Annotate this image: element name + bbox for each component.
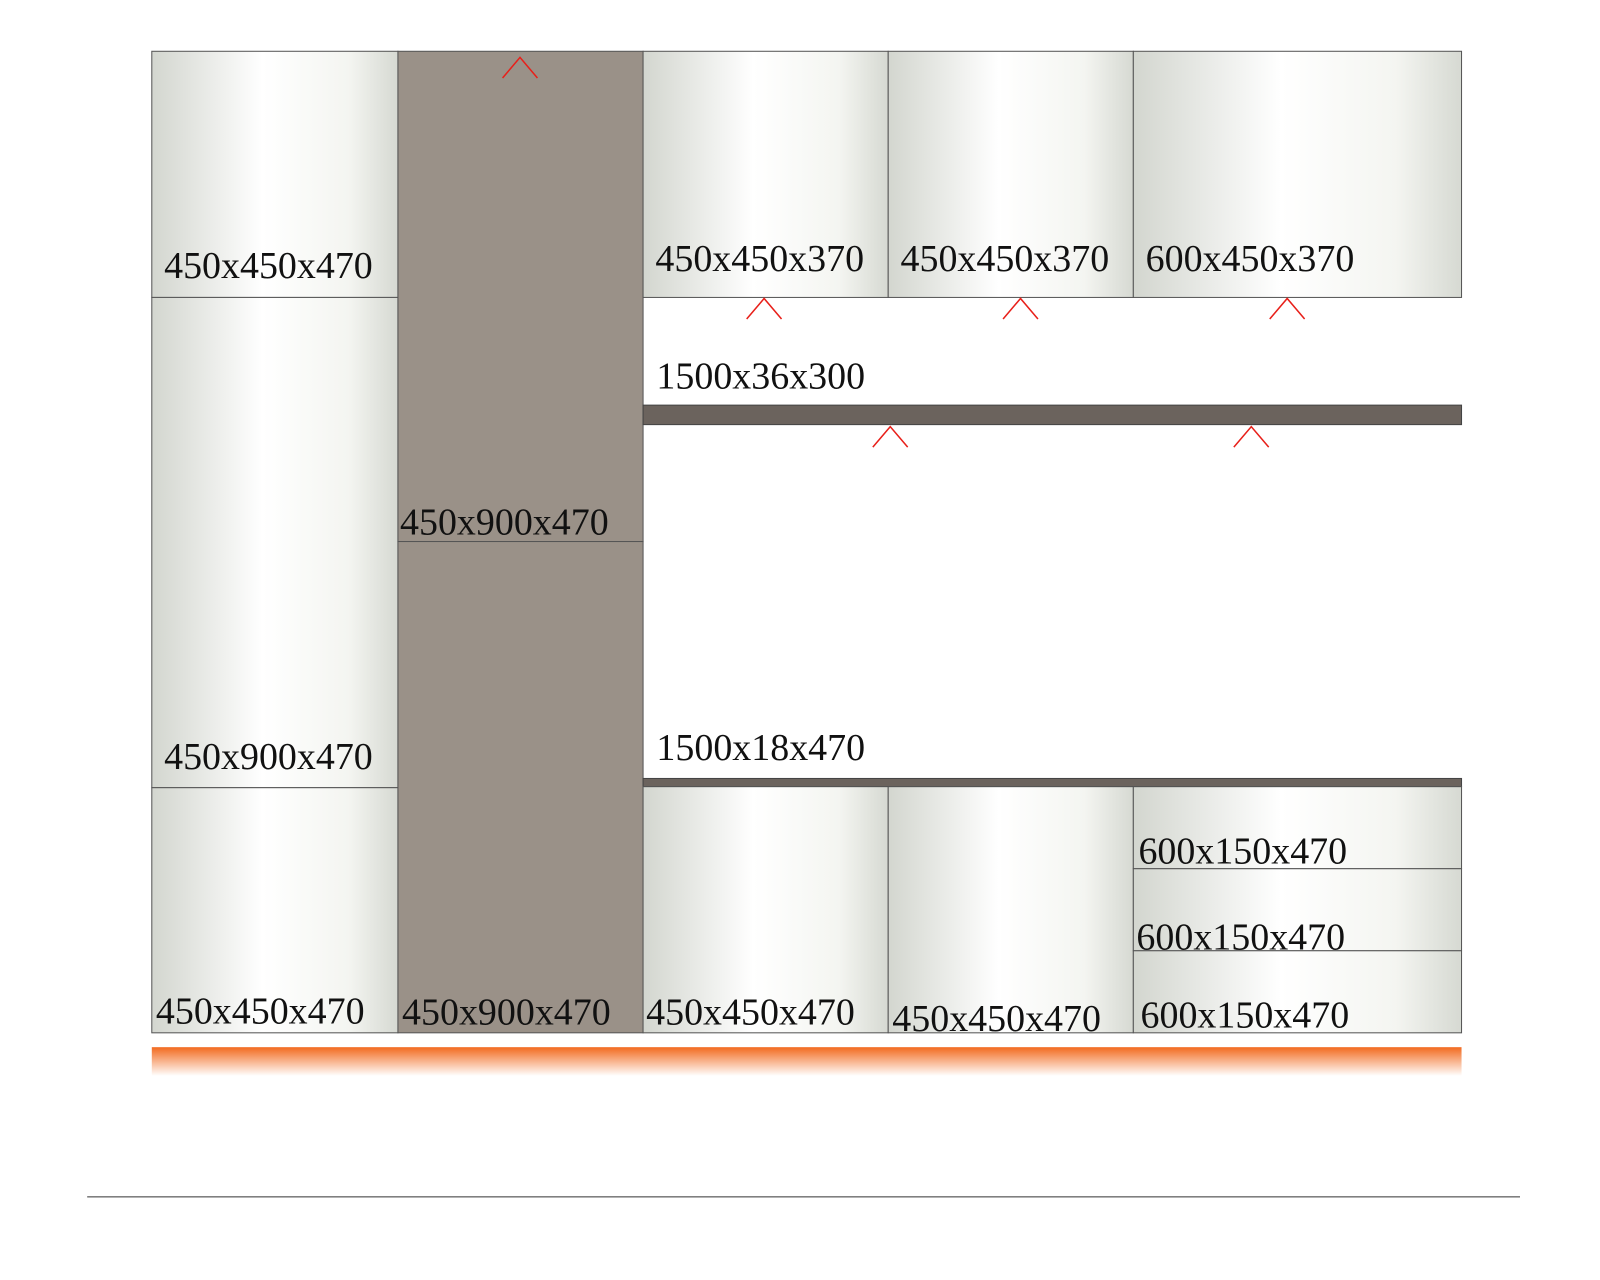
base-cabinet <box>642 786 889 1034</box>
hinge-mark <box>1002 297 1039 320</box>
panel-label: 450x450x470 <box>892 998 1101 1040</box>
wall-cabinet <box>1132 50 1463 298</box>
hinge-mark <box>501 56 539 79</box>
shelf <box>642 404 1463 426</box>
panel-label: 450x450x370 <box>901 238 1110 280</box>
panel-label: 600x150x470 <box>1136 917 1345 959</box>
wall-cabinet <box>642 50 889 298</box>
panel-label: 450x450x470 <box>156 991 365 1033</box>
cabinet <box>151 296 399 789</box>
cabinet <box>151 787 399 1034</box>
panel-label: 1500x36x300 <box>656 356 865 398</box>
shelf <box>642 777 1463 788</box>
panel-label: 450x900x470 <box>402 992 611 1034</box>
panel-label: 450x900x470 <box>400 501 609 543</box>
hinge-mark <box>1269 297 1306 320</box>
base-cabinet <box>887 786 1134 1034</box>
tall-cabinet <box>397 541 644 1034</box>
hinge-mark <box>1233 425 1270 448</box>
panel-label: 450x450x470 <box>164 245 373 287</box>
panel-label: 450x450x370 <box>655 238 864 280</box>
hinge-mark <box>872 425 909 448</box>
drawer <box>1132 868 1463 952</box>
drawer <box>1132 950 1463 1034</box>
cabinet <box>151 50 399 298</box>
tall-cabinet <box>397 50 644 543</box>
hinge-mark <box>746 297 783 320</box>
panel-label: 600x150x470 <box>1138 831 1347 873</box>
panel-label: 600x450x370 <box>1146 238 1355 280</box>
panel-label: 450x450x470 <box>646 992 855 1034</box>
panel-label: 600x150x470 <box>1141 995 1350 1037</box>
wall-cabinet <box>887 50 1134 298</box>
plinth <box>151 1047 1462 1076</box>
panel-label: 1500x18x470 <box>656 727 865 769</box>
panel-label: 450x900x470 <box>164 736 373 778</box>
